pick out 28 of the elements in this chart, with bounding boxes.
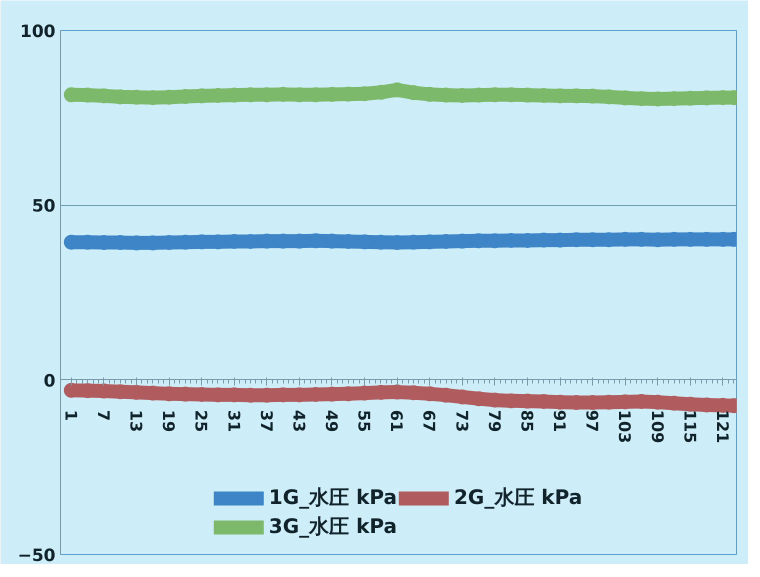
x-tick-label: 67 (420, 410, 439, 432)
legend-label: 3G_水圧 kPa (268, 513, 397, 540)
x-tick-label: 97 (582, 410, 602, 432)
x-tick-label: 85 (517, 410, 536, 432)
x-tick-label: 115 (680, 410, 700, 444)
legend-label: 1G_水圧 kPa (268, 484, 397, 511)
x-tick-label: 55 (354, 410, 374, 432)
x-tick-label: 73 (452, 410, 472, 432)
x-tick-label: 37 (256, 410, 276, 432)
x-tick-label: 19 (159, 410, 178, 432)
x-tick-label: 31 (224, 410, 244, 432)
x-tick-label: 1 (61, 410, 80, 421)
y-tick-label: −50 (18, 546, 56, 566)
x-tick-label: 61 (387, 410, 406, 432)
y-tick-label: 100 (20, 22, 56, 42)
y-tick-label: 0 (44, 371, 56, 392)
x-tick-label: 79 (484, 410, 504, 432)
x-tick-label: 7 (94, 410, 113, 421)
x-tick-label: 91 (550, 410, 570, 432)
legend-label: 2G_水圧 kPa (454, 484, 582, 511)
x-tick-label: 25 (192, 410, 211, 432)
y-tick-label: 50 (32, 196, 56, 217)
x-tick-label: 43 (289, 410, 308, 432)
x-tick-label: 13 (126, 410, 146, 432)
x-tick-label: 103 (615, 410, 634, 444)
x-tick-label: 49 (322, 410, 341, 432)
x-tick-label: 109 (648, 410, 667, 444)
x-tick-label: 121 (712, 410, 732, 444)
